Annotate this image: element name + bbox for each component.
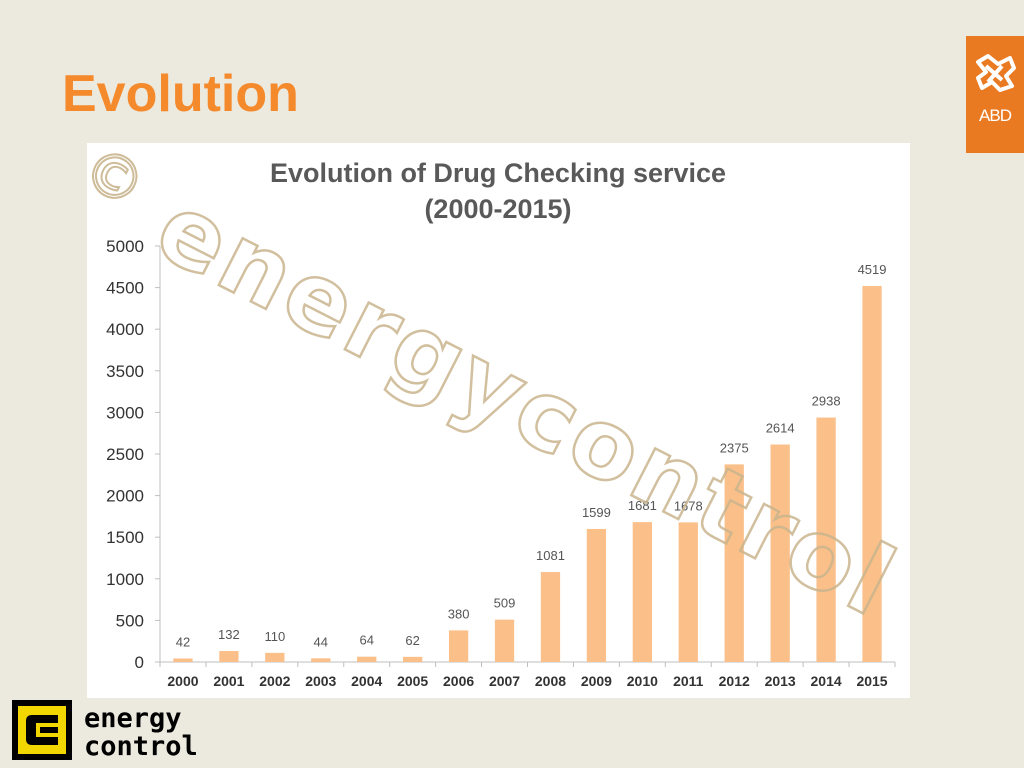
brand-text-line1: energy — [84, 703, 182, 734]
y-tick-label: 2000 — [106, 487, 144, 506]
y-tick-label: 1500 — [106, 528, 144, 547]
data-label: 64 — [359, 633, 373, 648]
data-label: 380 — [448, 606, 470, 621]
bar — [586, 528, 607, 662]
x-tick-label: 2002 — [259, 673, 290, 689]
bar — [265, 652, 285, 662]
bar — [403, 656, 423, 662]
data-label: 1681 — [628, 498, 657, 513]
data-label: 42 — [176, 635, 190, 650]
x-tick-label: 2004 — [351, 673, 382, 689]
x-tick-label: 2015 — [856, 673, 887, 689]
x-tick-label: 2000 — [167, 673, 198, 689]
x-tick-label: 2001 — [213, 673, 244, 689]
x-tick-label: 2007 — [489, 673, 520, 689]
y-tick-label: 4000 — [106, 320, 144, 339]
x-tick-label: 2011 — [673, 673, 704, 689]
chart-title-line1: Evolution of Drug Checking service — [270, 158, 726, 188]
x-tick-label: 2006 — [443, 673, 474, 689]
bar — [632, 522, 652, 662]
data-label: 44 — [314, 634, 328, 649]
x-tick-label: 2014 — [811, 673, 842, 689]
x-tick-label: 2009 — [581, 673, 612, 689]
y-tick-label: 500 — [116, 611, 144, 630]
x-tick-label: 2010 — [627, 673, 658, 689]
data-label: 2938 — [812, 394, 841, 409]
chart-title-line2: (2000-2015) — [424, 194, 571, 224]
bar — [678, 522, 698, 662]
x-tick-label: 2008 — [535, 673, 566, 689]
bar — [816, 417, 836, 662]
data-label: 2375 — [720, 440, 749, 455]
slide-title: Evolution — [62, 65, 299, 123]
data-label: 1081 — [536, 548, 565, 563]
data-label: 62 — [405, 633, 419, 648]
bar — [173, 658, 193, 662]
abd-logo-text: ABD — [979, 106, 1012, 125]
bar-chart: Evolution of Drug Checking service (2000… — [106, 158, 896, 689]
bar — [862, 286, 882, 662]
data-label: 110 — [264, 629, 285, 644]
abd-knot-icon — [976, 54, 1016, 92]
abd-logo: ABD — [966, 36, 1024, 153]
data-label: 4519 — [858, 262, 887, 277]
brand-text-line2: control — [84, 731, 198, 762]
y-tick-label: 0 — [135, 653, 144, 672]
y-tick-label: 2500 — [106, 445, 144, 464]
x-tick-label: 2003 — [305, 673, 336, 689]
energy-control-logo-mark: energy control — [12, 700, 198, 762]
x-tick-label: 2005 — [397, 673, 428, 689]
bar — [311, 658, 331, 662]
y-tick-label: 5000 — [106, 237, 144, 256]
energy-control-logo: energy control — [10, 697, 260, 763]
data-label: 509 — [494, 596, 516, 611]
y-tick-label: 3500 — [106, 362, 144, 381]
y-tick-label: 3000 — [106, 403, 144, 422]
bar — [770, 444, 790, 662]
data-label: 1599 — [582, 505, 611, 520]
y-tick-label: 4500 — [106, 279, 144, 298]
data-label: 132 — [218, 627, 240, 642]
data-label: 2614 — [766, 421, 795, 436]
bar — [540, 572, 561, 662]
bar — [219, 651, 239, 662]
x-tick-label: 2012 — [719, 673, 750, 689]
x-tick-label: 2013 — [765, 673, 796, 689]
bar — [448, 630, 469, 662]
bar — [494, 619, 515, 662]
chart-panel: Evolution of Drug Checking service (2000… — [87, 143, 910, 698]
bar — [724, 464, 744, 662]
y-tick-label: 1000 — [106, 570, 144, 589]
bar — [357, 656, 377, 662]
data-label: 1678 — [674, 498, 703, 513]
